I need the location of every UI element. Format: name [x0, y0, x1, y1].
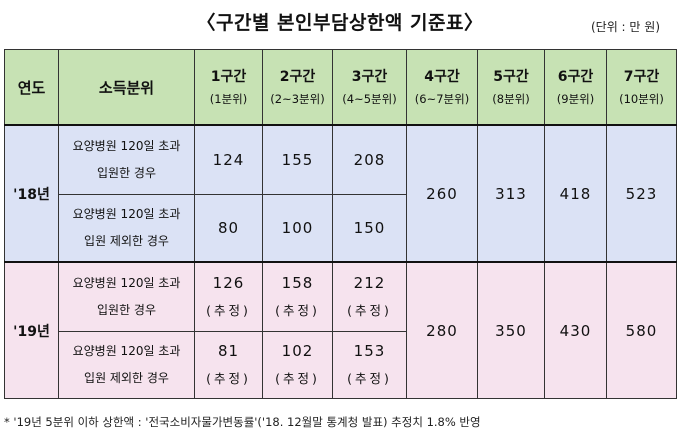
- copayment-cap-table: 연도 소득분위 1구간 (1분위) 2구간 (2~3분위) 3구간 (4~5분위) 4…: [4, 49, 677, 399]
- value: 102: [281, 342, 314, 360]
- tier-name: 1구간: [210, 69, 247, 85]
- year-2018-cell: '18년: [4, 124, 59, 263]
- desc-line: 입원한 경우: [96, 303, 156, 317]
- value-cell: 212 (추정): [332, 261, 407, 332]
- header-row: 연도 소득분위 1구간 (1분위) 2구간 (2~3분위) 3구간 (4~5분위) 4…: [4, 49, 677, 126]
- footnote: * '19년 5분위 이하 상한액 : '전국소비자물가변동률'('18. 12…: [4, 415, 481, 429]
- tier-name: 7구간: [623, 69, 660, 85]
- desc-line: 요양병원 120일 초과: [72, 276, 181, 290]
- tier-range: (6~7분위): [414, 92, 470, 106]
- header-year: 연도: [4, 49, 59, 126]
- table-row: '18년 요양병원 120일 초과 입원한 경우 124 155 208 260 …: [4, 124, 677, 263]
- tier-range: (8분위): [492, 92, 530, 106]
- value-cell: 150: [332, 194, 407, 263]
- header-tier-7: 7구간 (10분위): [606, 49, 677, 126]
- tier-name: 2구간: [279, 69, 316, 85]
- value: 212: [353, 274, 386, 292]
- estimate-label: (추정): [347, 371, 392, 386]
- shared-value-cell: 430: [544, 261, 607, 399]
- unit-label: (단위 : 만 원): [590, 20, 660, 34]
- shared-value-cell: 313: [477, 124, 545, 263]
- estimate-label: (추정): [206, 303, 251, 318]
- desc-line: 입원 제외한 경우: [84, 371, 169, 385]
- header-income: 소득분위: [58, 49, 195, 126]
- shared-value-cell: 418: [544, 124, 607, 263]
- shared-value-cell: 260: [406, 124, 478, 263]
- header-tier-5: 5구간 (8분위): [477, 49, 545, 126]
- value: 126: [212, 274, 245, 292]
- estimate-label: (추정): [206, 371, 251, 386]
- tier-range: (4~5분위): [342, 92, 397, 106]
- year-2019-cell: '19년: [4, 261, 59, 399]
- header-tier-4: 4구간 (6~7분위): [406, 49, 478, 126]
- shared-value-cell: 350: [477, 261, 545, 399]
- value-cell: 155: [262, 124, 333, 195]
- tier-name: 6구간: [557, 69, 594, 85]
- value-cell: 124: [194, 124, 263, 195]
- tier-range: (10분위): [619, 92, 664, 106]
- desc-line: 입원한 경우: [96, 166, 156, 180]
- value: 158: [281, 274, 314, 292]
- header-tier-6: 6구간 (9분위): [544, 49, 607, 126]
- value-cell: 100: [262, 194, 333, 263]
- header-tier-3: 3구간 (4~5분위): [332, 49, 407, 126]
- desc-line: 요양병원 120일 초과: [72, 139, 181, 153]
- header-tier-1: 1구간 (1분위): [194, 49, 263, 126]
- value: 153: [353, 342, 386, 360]
- value-cell: 153 (추정): [332, 331, 407, 399]
- value-cell: 126 (추정): [194, 261, 263, 332]
- value-cell: 80: [194, 194, 263, 263]
- value-cell: 208: [332, 124, 407, 195]
- tier-range: (2~3분위): [270, 92, 325, 106]
- value-cell: 81 (추정): [194, 331, 263, 399]
- shared-value-cell: 580: [606, 261, 677, 399]
- tier-name: 5구간: [493, 69, 529, 85]
- shared-value-cell: 523: [606, 124, 677, 263]
- table-row: '19년 요양병원 120일 초과 입원한 경우 126 (추정) 158 (추정) …: [4, 261, 677, 399]
- tier-name: 3구간: [351, 69, 388, 85]
- tier-range: (9분위): [556, 92, 595, 106]
- value: 81: [217, 342, 240, 360]
- desc-line: 요양병원 120일 초과: [72, 207, 181, 221]
- tier-name: 4구간: [424, 69, 460, 85]
- value-cell: 158 (추정): [262, 261, 333, 332]
- estimate-label: (추정): [275, 303, 320, 318]
- estimate-label: (추정): [275, 371, 320, 386]
- estimate-label: (추정): [347, 303, 392, 318]
- desc-line: 요양병원 120일 초과: [72, 344, 181, 358]
- value-cell: 102 (추정): [262, 331, 333, 399]
- header-tier-2: 2구간 (2~3분위): [262, 49, 333, 126]
- shared-value-cell: 280: [406, 261, 478, 399]
- desc-line: 입원 제외한 경우: [84, 234, 169, 248]
- tier-range: (1분위): [209, 92, 248, 106]
- table-title: 〈구간별 본인부담상한액 기준표〉: [196, 12, 484, 34]
